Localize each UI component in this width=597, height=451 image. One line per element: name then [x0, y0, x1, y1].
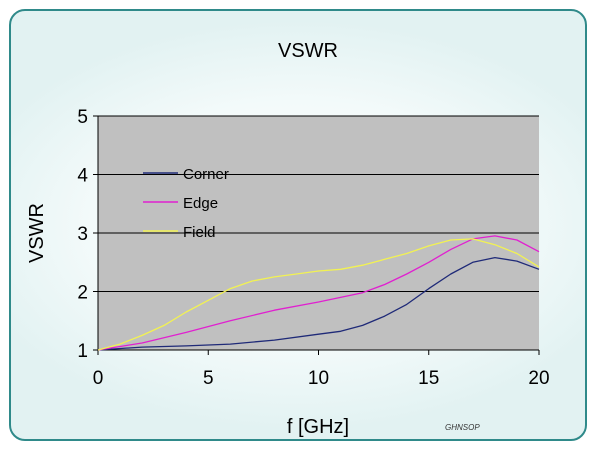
series-line-corner	[97, 256, 540, 351]
y-tick-label: 2	[77, 283, 88, 304]
legend-label-edge: Edge	[183, 195, 218, 212]
watermark-text: GHNSOP	[445, 423, 480, 432]
legend-label-field: Field	[183, 224, 216, 241]
axes: 1 2 3 4 5 0 5 10 15 20	[77, 107, 549, 389]
x-tick-label: 5	[203, 368, 214, 389]
y-tick-label: 4	[77, 166, 88, 187]
x-tick-label: 0	[93, 368, 104, 389]
chart-svg: VSWR 1 2 3 4 5 0 5 10 15 20 Corner Edge Field f [GH…	[26, 40, 550, 438]
y-tick-label: 3	[77, 224, 88, 245]
x-tick-label: 20	[528, 368, 549, 389]
legend: Corner Edge Field	[143, 166, 229, 241]
x-tick-label: 15	[418, 368, 439, 389]
chart-title: VSWR	[278, 40, 338, 62]
legend-label-corner: Corner	[183, 166, 229, 183]
y-tick-label: 5	[77, 107, 88, 128]
y-tick-label: 1	[77, 341, 88, 362]
chart-frame: VSWR 1 2 3 4 5 0 5 10 15 20 Corner Edge Field f [GH…	[9, 9, 587, 441]
x-axis-label: f [GHz]	[287, 416, 349, 438]
series-layer	[97, 235, 540, 351]
series-line-field	[97, 238, 540, 351]
x-tick-label: 10	[308, 368, 329, 389]
y-axis-label: VSWR	[26, 203, 48, 263]
grid-lines	[98, 115, 539, 292]
series-line-edge	[97, 235, 540, 351]
